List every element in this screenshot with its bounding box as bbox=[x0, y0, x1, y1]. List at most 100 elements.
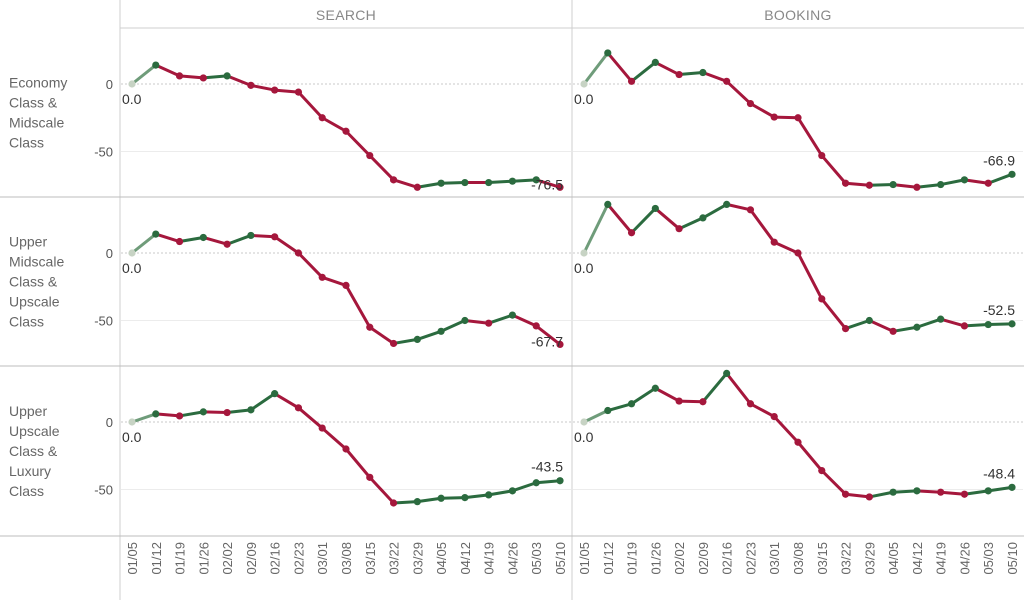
data-point bbox=[627, 400, 636, 408]
series-line-segment bbox=[201, 410, 229, 415]
x-tick-label: 03/29 bbox=[862, 542, 877, 575]
data-label-first: 0.0 bbox=[574, 91, 594, 107]
data-point bbox=[675, 397, 683, 405]
data-point bbox=[580, 80, 588, 88]
data-label-first: 0.0 bbox=[122, 429, 142, 445]
series-line-segment bbox=[344, 283, 372, 329]
x-tick-label: 02/16 bbox=[268, 542, 283, 575]
data-label-first: 0.0 bbox=[122, 91, 142, 107]
series-line-segment bbox=[534, 479, 562, 485]
row-header-line: Upper bbox=[9, 234, 47, 250]
data-point bbox=[651, 58, 659, 66]
data-point bbox=[485, 178, 493, 187]
series-line-segment bbox=[796, 440, 824, 473]
y-tick-label: -50 bbox=[94, 145, 113, 160]
data-point bbox=[152, 230, 160, 238]
data-point bbox=[818, 467, 826, 475]
series-line-segment bbox=[725, 79, 752, 106]
x-tick-label: 03/15 bbox=[363, 542, 378, 575]
series-line-segment bbox=[392, 337, 419, 345]
data-point bbox=[841, 325, 850, 333]
data-point bbox=[604, 406, 612, 415]
data-point bbox=[794, 249, 802, 257]
series-line-segment bbox=[939, 317, 966, 328]
data-point bbox=[984, 320, 992, 329]
data-point bbox=[128, 418, 136, 426]
data-point bbox=[604, 49, 612, 57]
data-point bbox=[175, 237, 184, 246]
series-line-segment bbox=[510, 481, 538, 493]
data-point bbox=[1008, 483, 1016, 491]
data-point bbox=[723, 200, 731, 208]
series-line-segment bbox=[225, 408, 253, 415]
data-point bbox=[413, 498, 421, 506]
series-line-segment bbox=[653, 206, 681, 231]
series-line-segment bbox=[844, 181, 871, 187]
data-point bbox=[318, 424, 326, 432]
data-point bbox=[461, 178, 469, 187]
data-point bbox=[556, 340, 564, 348]
data-point bbox=[128, 249, 136, 257]
series-line-segment bbox=[273, 392, 300, 410]
data-point bbox=[960, 176, 969, 184]
y-tick-label: -50 bbox=[94, 314, 113, 329]
data-point bbox=[152, 410, 160, 418]
series-line-segment bbox=[130, 232, 158, 255]
series-line-segment bbox=[701, 371, 729, 404]
data-point bbox=[627, 229, 636, 237]
series-line-segment bbox=[701, 202, 729, 220]
x-tick-label: 02/02 bbox=[220, 542, 235, 575]
x-tick-label: 03/08 bbox=[791, 542, 806, 575]
data-point bbox=[152, 61, 160, 69]
series-line-segment bbox=[463, 493, 491, 500]
x-tick-label: 03/08 bbox=[339, 542, 354, 575]
data-point bbox=[437, 327, 445, 335]
x-tick-label: 04/19 bbox=[482, 542, 497, 575]
series-line-segment bbox=[748, 402, 776, 419]
series-line-segment bbox=[320, 116, 348, 133]
series-line-segment bbox=[939, 490, 966, 496]
data-point bbox=[175, 412, 184, 420]
series-line-segment bbox=[939, 178, 966, 187]
x-tick-label: 01/26 bbox=[196, 542, 211, 575]
data-label-last: -66.9 bbox=[983, 152, 1015, 168]
data-point bbox=[818, 151, 826, 160]
series-line-segment bbox=[249, 392, 277, 412]
x-tick-label: 05/03 bbox=[529, 542, 544, 575]
x-tick-label: 03/01 bbox=[767, 542, 782, 575]
series-line-segment bbox=[772, 115, 800, 120]
series-line-segment bbox=[201, 74, 229, 80]
data-point bbox=[461, 316, 469, 325]
data-point bbox=[723, 77, 731, 85]
data-point bbox=[604, 200, 612, 208]
x-tick-label: 04/12 bbox=[458, 542, 473, 575]
series-line-segment bbox=[392, 500, 419, 505]
series-line-segment bbox=[273, 235, 300, 255]
row-header-line: Class & bbox=[9, 443, 58, 459]
data-point bbox=[199, 233, 207, 242]
row-header-line: Upper bbox=[9, 403, 47, 419]
series-line-segment bbox=[582, 202, 610, 255]
row-header-line: Midscale bbox=[9, 115, 64, 131]
series-line-segment bbox=[677, 399, 705, 404]
data-point bbox=[913, 487, 921, 495]
row-header-line: Class bbox=[9, 483, 44, 499]
series-line-segment bbox=[606, 202, 634, 235]
series-line-segment bbox=[154, 63, 182, 78]
data-point bbox=[770, 238, 778, 246]
data-point bbox=[271, 390, 279, 398]
x-tick-label: 02/23 bbox=[291, 542, 306, 575]
series-line-segment bbox=[487, 489, 514, 497]
series-line-segment bbox=[891, 183, 919, 189]
y-tick-label: 0 bbox=[106, 77, 113, 92]
data-point bbox=[865, 181, 873, 189]
data-label-last: -52.5 bbox=[983, 302, 1015, 318]
x-tick-label: 02/09 bbox=[696, 542, 711, 575]
data-point bbox=[366, 151, 374, 160]
data-label-last: -48.4 bbox=[983, 465, 1015, 481]
series-line-segment bbox=[439, 181, 467, 185]
y-tick-label: -50 bbox=[94, 483, 113, 498]
series-line-segment bbox=[368, 154, 396, 182]
data-point bbox=[770, 413, 778, 421]
data-point bbox=[580, 418, 588, 426]
